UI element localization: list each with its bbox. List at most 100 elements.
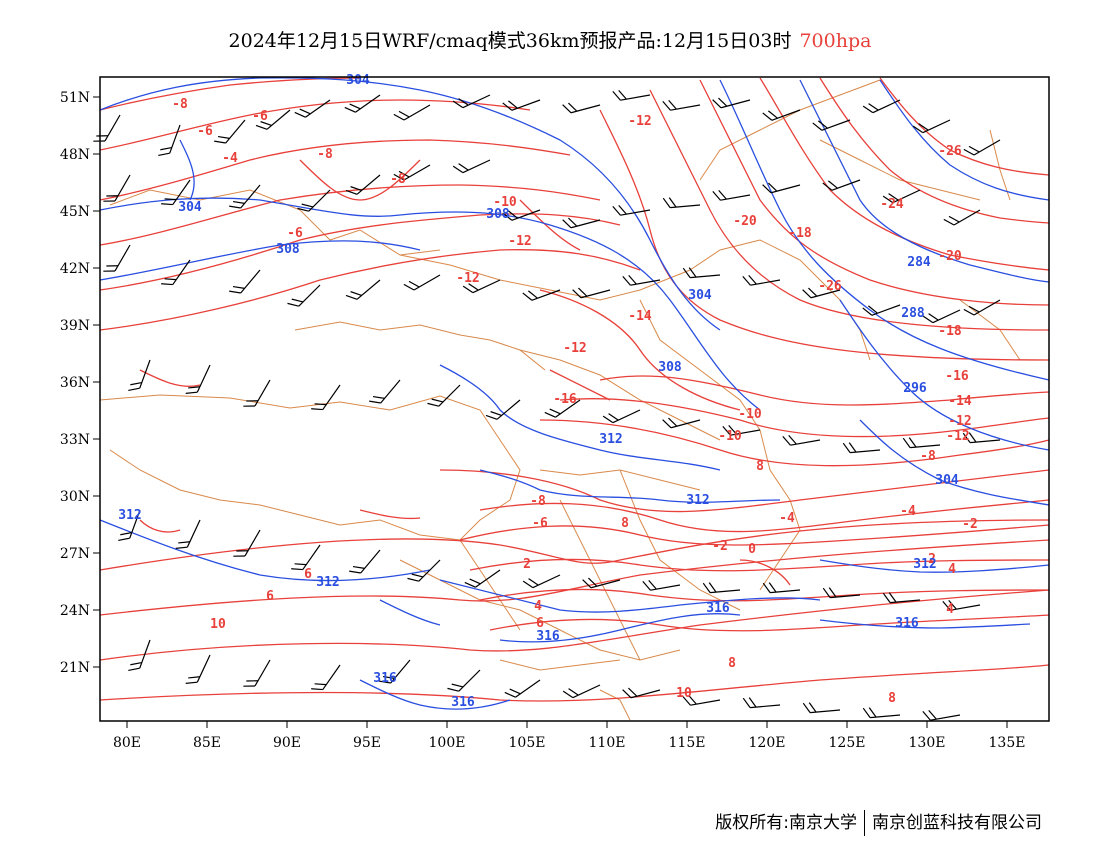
temperature-label: -8	[172, 97, 188, 112]
temperature-label: -26	[938, 144, 962, 159]
temperature-label: 4	[948, 562, 956, 577]
wind-barb	[243, 379, 271, 407]
temperature-labels: -8-6-6-8-4-6-8-10-12-12-12-14-12-16-20-1…	[172, 97, 978, 706]
wind-barb	[118, 509, 141, 541]
height-contour	[499, 613, 741, 643]
wind-barb	[612, 204, 651, 216]
temperature-label: -20	[733, 214, 757, 229]
temperature-label: 2	[928, 552, 936, 567]
temperature-label: 10	[676, 686, 692, 701]
temperature-contour	[699, 79, 1050, 306]
wind-barb	[297, 189, 331, 212]
temperature-contour	[99, 139, 571, 201]
temperature-label: -2	[712, 539, 728, 554]
border-line	[759, 429, 801, 591]
wind-barb	[311, 664, 341, 691]
wind-barb	[662, 99, 701, 111]
height-label: 312	[913, 557, 936, 572]
wind-barb	[379, 659, 411, 684]
wind-barb	[622, 274, 661, 286]
height-label: 316	[895, 616, 919, 631]
wind-barb	[662, 417, 701, 429]
border-line	[619, 469, 741, 611]
temperature-label: -16	[945, 369, 969, 384]
border-line	[109, 189, 441, 256]
temperature-contour	[299, 159, 421, 201]
height-contour	[99, 77, 721, 331]
wind-barb	[802, 702, 841, 714]
lat-tick-label: 45N	[60, 204, 90, 220]
copyright-footer: 版权所有:南京大学 南京创蓝科技有限公司	[715, 808, 1042, 836]
wind-barb	[712, 189, 751, 201]
wind-barb	[502, 99, 541, 111]
wind-barb	[762, 182, 801, 194]
temperature-label: -6	[197, 124, 213, 139]
title-main: 2024年12月15日WRF/cmaq模式36km预报产品:12月15日03时	[228, 30, 792, 52]
wind-barb	[349, 549, 381, 574]
border-line	[294, 321, 546, 371]
wind-barb	[943, 209, 981, 226]
temperature-contour	[479, 499, 1050, 533]
temperature-label: 8	[888, 691, 896, 706]
temperature-label: 4	[534, 599, 542, 614]
wind-barb	[185, 364, 211, 394]
height-contour	[179, 139, 195, 201]
height-label: 312	[599, 432, 622, 447]
height-contour	[819, 559, 1050, 573]
height-contours	[99, 77, 1050, 710]
height-contour	[99, 197, 761, 411]
lon-tick-label: 125E	[829, 735, 866, 751]
temperature-contour	[359, 509, 421, 520]
height-contour	[99, 519, 431, 582]
height-label: 308	[486, 207, 510, 222]
wind-barb	[103, 244, 131, 272]
lon-tick-label: 110E	[589, 735, 626, 751]
temperature-contour	[99, 539, 1050, 616]
wind-barb	[762, 109, 801, 121]
wind-barb	[407, 559, 441, 582]
temperature-contour	[489, 614, 1050, 632]
temperature-label: -4	[222, 151, 238, 166]
temperature-label: -10	[493, 195, 517, 210]
temperature-label: -12	[508, 234, 531, 249]
height-contour	[479, 469, 781, 503]
wind-barb	[243, 659, 271, 687]
wind-barb	[922, 709, 961, 721]
temperature-label: -12	[948, 414, 971, 429]
lat-tick-label: 27N	[60, 546, 90, 562]
wind-barb	[622, 687, 661, 699]
height-label: 304	[688, 288, 712, 303]
temperature-label: 8	[756, 459, 764, 474]
wind-barb	[702, 582, 741, 594]
border-line	[499, 659, 621, 671]
wind-barb	[612, 89, 651, 101]
temperature-label: 10	[210, 617, 226, 632]
border-line	[699, 79, 881, 181]
temperature-label: -14	[948, 394, 972, 409]
border-line	[459, 539, 521, 631]
height-label: 312	[316, 575, 339, 590]
height-contour	[99, 240, 421, 281]
temperature-label: -8	[390, 172, 406, 187]
wind-barb	[902, 437, 941, 449]
height-label: 284	[907, 255, 931, 270]
wind-barb	[562, 217, 601, 229]
wind-barb	[522, 289, 561, 301]
temperature-contour	[459, 524, 1050, 546]
temperature-label: -8	[530, 494, 546, 509]
lon-tick-label: 130E	[909, 735, 946, 751]
temperature-label: 6	[304, 567, 312, 582]
temperature-contour	[139, 519, 181, 533]
wind-barb	[862, 707, 901, 719]
wind-barb	[291, 544, 321, 571]
height-contour	[359, 679, 511, 710]
height-contour	[799, 79, 1050, 283]
height-contour	[439, 579, 821, 613]
temperature-contour	[479, 588, 1050, 602]
wind-barb	[582, 577, 621, 589]
wind-barb	[344, 94, 381, 113]
wind-barb	[742, 697, 781, 709]
wind-barb	[502, 209, 541, 221]
temperature-contour	[599, 375, 1050, 406]
